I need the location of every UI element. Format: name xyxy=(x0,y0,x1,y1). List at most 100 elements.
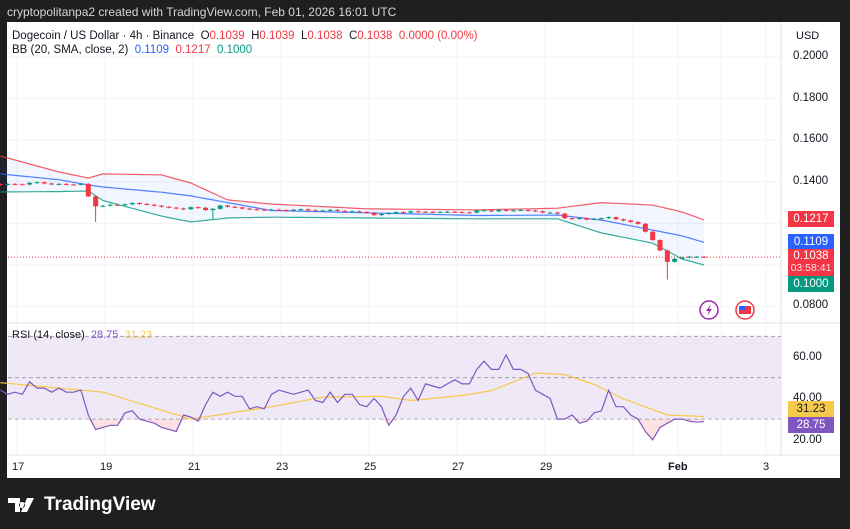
candle-body xyxy=(628,220,634,222)
candle-body xyxy=(188,207,194,210)
candle-body xyxy=(642,223,648,232)
candle-body xyxy=(598,218,604,220)
candle-body xyxy=(122,204,128,206)
candle-body xyxy=(584,218,590,220)
rsi-ma-line xyxy=(0,372,705,420)
bb-label[interactable]: BB (20, SMA, close, 2) xyxy=(12,44,129,56)
candle-body xyxy=(635,221,641,224)
rsi-oversold-fill xyxy=(95,419,103,430)
candle-body xyxy=(195,207,201,209)
candle-body xyxy=(305,209,311,211)
candle-body xyxy=(254,209,260,211)
rsi-label[interactable]: RSI (14, close) xyxy=(12,329,85,341)
rsi-oversold-fill xyxy=(117,419,125,426)
change-value: 0.0000 (0.00%) xyxy=(398,30,478,42)
chart-credit: cryptopolitanpa2 created with TradingVie… xyxy=(7,5,397,19)
candle-body xyxy=(349,211,355,213)
candle-body xyxy=(679,257,685,259)
time-tick: 3 xyxy=(763,461,770,473)
bb-lower-tag: 0.1000 xyxy=(788,276,834,292)
candle-body xyxy=(129,203,135,205)
price-tick: 0.1600 xyxy=(793,133,829,145)
time-tick: 29 xyxy=(540,461,553,473)
rsi-line xyxy=(0,353,705,441)
close-label: C xyxy=(348,30,358,42)
candle-body xyxy=(510,210,516,212)
candle-body xyxy=(437,211,443,213)
last-price-tag: 0.1038 03:58:41 xyxy=(788,249,834,277)
candle-body xyxy=(173,207,179,209)
bb-basis-value: 0.1109 xyxy=(134,44,170,56)
rsi-oversold-fill xyxy=(88,419,96,430)
candle-body xyxy=(540,211,546,213)
candle-body xyxy=(569,218,575,220)
candle-body xyxy=(466,212,472,214)
rsi-legend: RSI (14, close) 28.75 31.23 xyxy=(12,329,152,341)
candle-body xyxy=(386,213,392,215)
candle-body xyxy=(650,231,656,241)
symbol-legend: Dogecoin / US Dollar · 4h · Binance O0.1… xyxy=(12,30,478,42)
bb-basis-tag: 0.1109 xyxy=(788,234,834,250)
rsi-ma-value: 31.23 xyxy=(124,329,153,341)
candle-body xyxy=(474,210,480,213)
candle-body xyxy=(63,183,69,185)
candle-body xyxy=(203,207,209,211)
price-tick: 0.1400 xyxy=(793,175,829,187)
currency-selector[interactable]: USD xyxy=(796,30,820,42)
rsi-oversold-fill xyxy=(660,419,668,428)
candle-body xyxy=(276,209,282,211)
rsi-oversold-fill xyxy=(154,419,162,428)
candle-body xyxy=(459,212,465,214)
candle-body xyxy=(327,209,333,211)
candle-body xyxy=(481,210,487,212)
candle-body xyxy=(217,205,223,209)
candle-body xyxy=(320,210,326,212)
candle-body xyxy=(415,211,421,213)
candle-body xyxy=(393,212,399,214)
candle-body xyxy=(554,212,560,214)
candle-body xyxy=(488,210,494,212)
candle-body xyxy=(400,212,406,214)
candle-body xyxy=(313,210,319,212)
open-value: 0.1039 xyxy=(209,30,245,42)
candle-body xyxy=(547,212,553,214)
close-value: 0.1038 xyxy=(357,30,393,42)
candle-body xyxy=(269,209,275,211)
candle-body xyxy=(518,210,524,212)
candle-body xyxy=(41,182,47,184)
candle-body xyxy=(430,211,436,213)
candle-body xyxy=(100,205,106,207)
bb-upper-tag: 0.1217 xyxy=(788,211,834,227)
candle-body xyxy=(232,206,238,208)
tradingview-logo[interactable]: TradingView xyxy=(8,494,156,516)
candle-body xyxy=(503,209,509,211)
candle-body xyxy=(562,213,568,219)
candle-body xyxy=(34,182,40,184)
candle-body xyxy=(606,217,612,219)
candle-body xyxy=(298,209,304,211)
low-value: 0.1038 xyxy=(307,30,343,42)
rsi-oversold-fill xyxy=(161,419,169,430)
candle-body xyxy=(261,209,267,211)
candle-body xyxy=(107,204,113,206)
open-label: O xyxy=(200,30,210,42)
us-flag-canton xyxy=(739,306,745,310)
candle-body xyxy=(672,258,678,262)
candle-body xyxy=(620,219,626,221)
candle-body xyxy=(12,183,18,185)
candle-body xyxy=(356,211,362,213)
time-tick: 21 xyxy=(188,461,201,473)
rsi-oversold-fill xyxy=(645,419,653,440)
symbol-name[interactable]: Dogecoin / US Dollar · 4h · Binance xyxy=(12,30,195,42)
time-tick: 17 xyxy=(12,461,25,473)
low-label: L xyxy=(300,30,308,42)
candle-body xyxy=(444,211,450,213)
time-tick: 23 xyxy=(276,461,289,473)
candle-body xyxy=(576,218,582,220)
candle-body xyxy=(5,183,11,185)
candle-body xyxy=(657,240,663,251)
candle-body xyxy=(56,183,62,185)
candle-body xyxy=(49,183,55,185)
candle-body xyxy=(115,204,121,206)
